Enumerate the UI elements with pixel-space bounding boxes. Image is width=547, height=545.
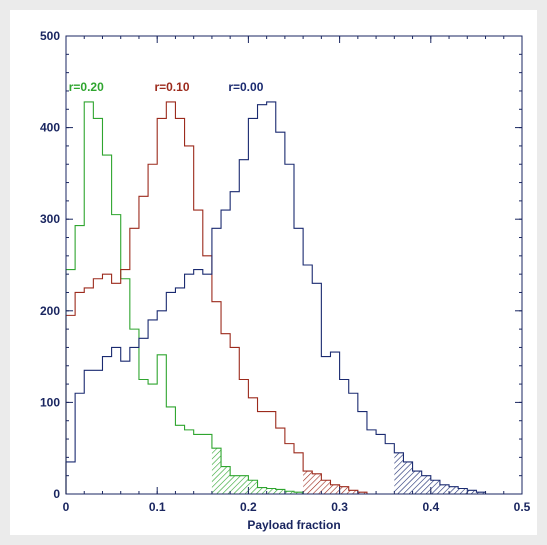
x-tick-label: 0.2 bbox=[240, 500, 257, 514]
series-label-r=0.20: r=0.20 bbox=[69, 80, 104, 94]
y-tick-label: 100 bbox=[40, 395, 60, 409]
series-line-r=0.20 bbox=[65, 101, 313, 495]
y-tick-label: 300 bbox=[40, 212, 60, 226]
chart-frame: 0 0.1 0.2 0.3 0.4 0.5 0 100 200 300 400 500 Payload … bbox=[10, 10, 537, 535]
x-tick-label: 0 bbox=[63, 500, 70, 514]
y-tick-label: 200 bbox=[40, 304, 60, 318]
x-tick-label: 0.3 bbox=[331, 500, 348, 514]
x-tick-label: 0.1 bbox=[149, 500, 166, 514]
series-label-r=0.00: r=0.00 bbox=[228, 80, 263, 94]
y-tick-label: 500 bbox=[40, 29, 60, 43]
y-tick-label: 400 bbox=[40, 121, 60, 135]
x-tick-label: 0.4 bbox=[422, 500, 439, 514]
plot-frame bbox=[65, 35, 523, 495]
series-label-r=0.10: r=0.10 bbox=[154, 80, 189, 94]
series-line-r=0.00 bbox=[65, 101, 495, 495]
series-line-r=0.10 bbox=[65, 101, 377, 495]
histogram-chart: 0 0.1 0.2 0.3 0.4 0.5 0 100 200 300 400 500 Payload … bbox=[40, 29, 531, 532]
x-axis-label: Payload fraction bbox=[247, 518, 340, 532]
hatched-tail-r=0.00 bbox=[394, 452, 495, 494]
x-tick-label: 0.5 bbox=[514, 500, 531, 514]
y-tick-label: 0 bbox=[53, 487, 60, 501]
hatched-tail-r=0.20 bbox=[211, 448, 313, 494]
